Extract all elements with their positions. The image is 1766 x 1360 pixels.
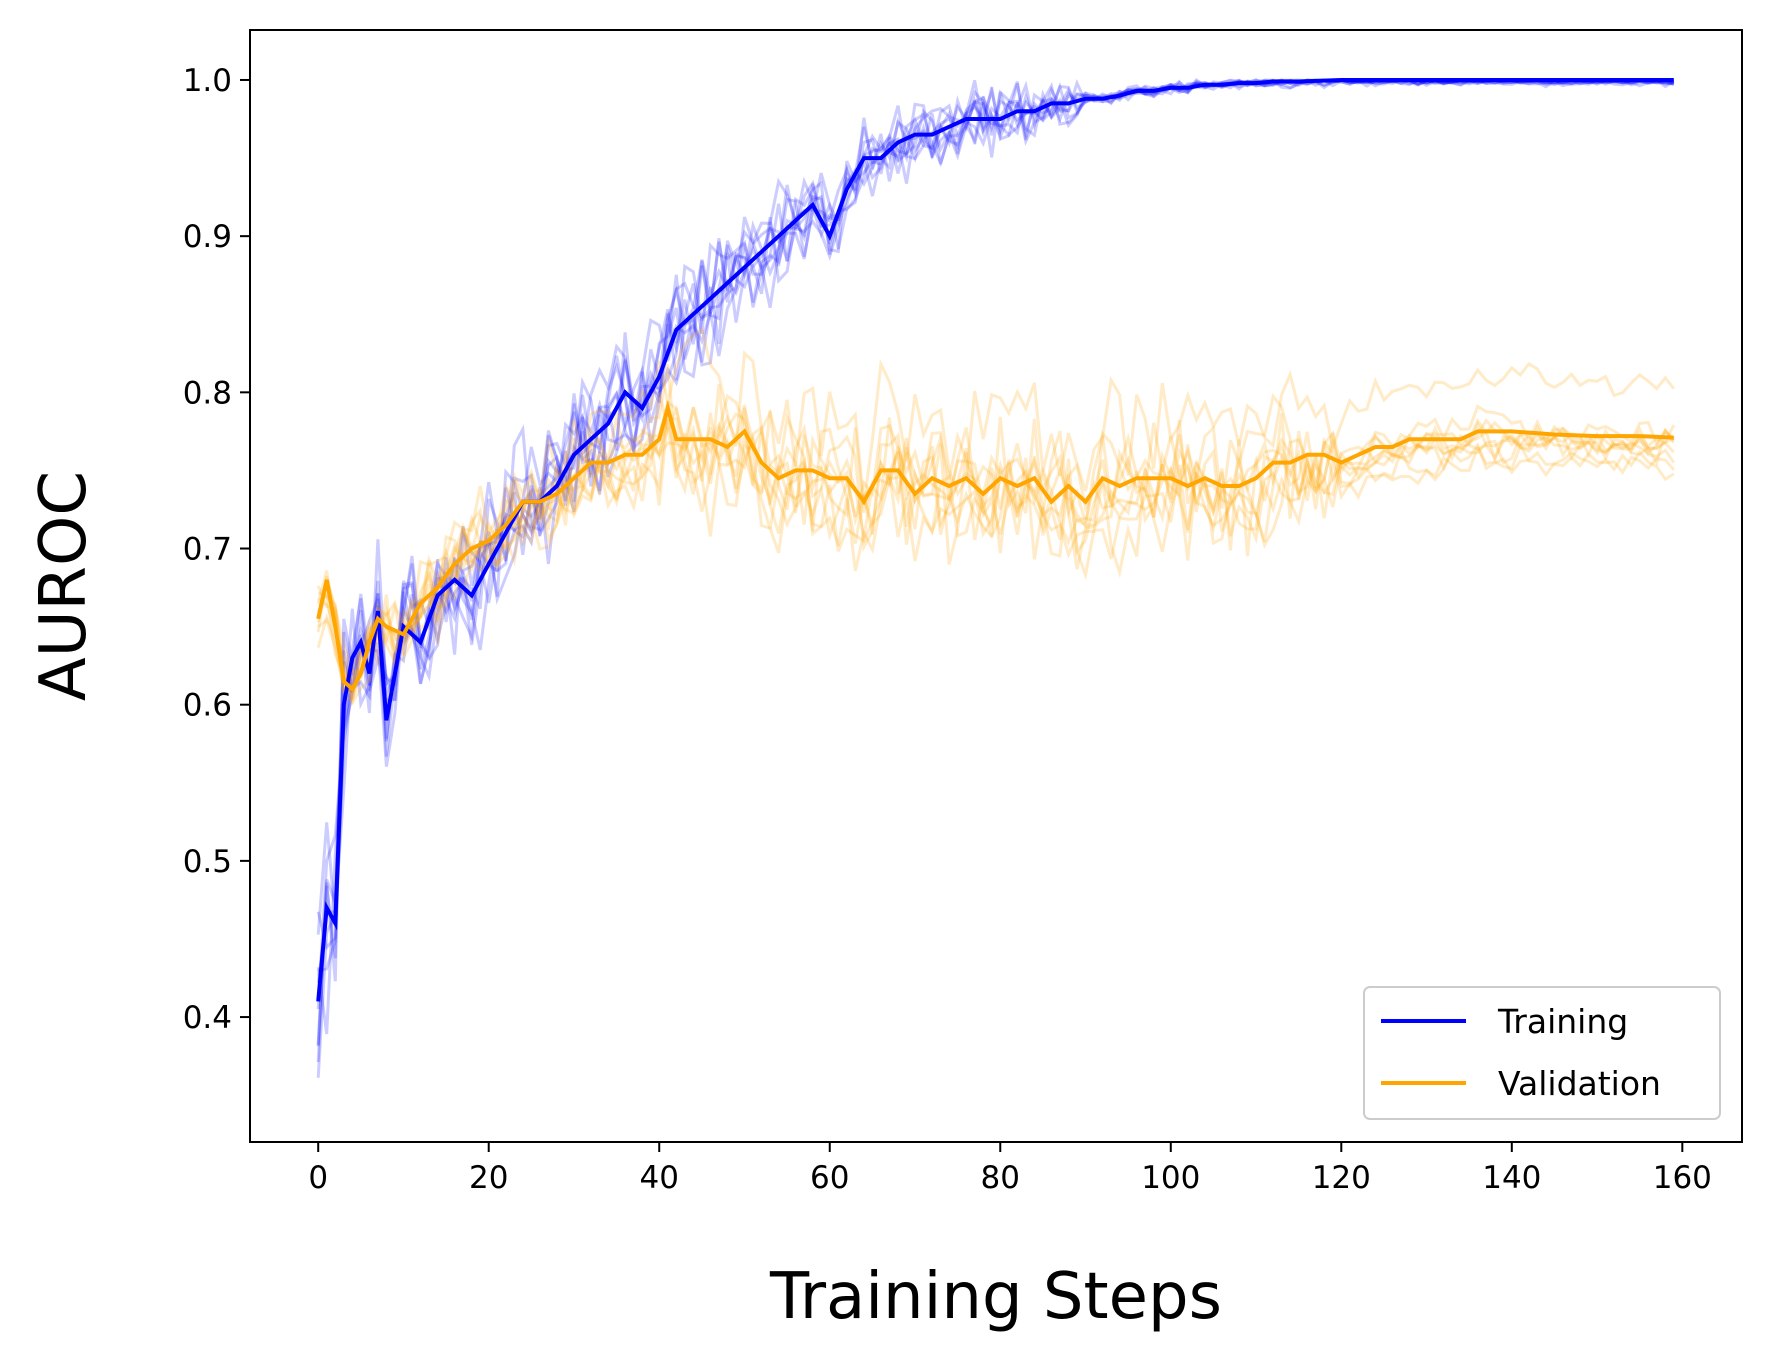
y-tick-label: 0.7 <box>183 532 232 568</box>
training-run-line <box>316 78 1675 951</box>
y-tick-label: 0.4 <box>183 1000 232 1036</box>
legend: Training Validation <box>1363 986 1721 1120</box>
y-tick-label: 0.8 <box>183 375 232 411</box>
x-tick-label: 80 <box>981 1160 1020 1196</box>
training-run-line <box>316 78 1674 1047</box>
y-tick-label: 0.9 <box>183 219 232 255</box>
x-tick-label: 60 <box>810 1160 849 1196</box>
x-tick-label: 0 <box>308 1160 328 1196</box>
x-tick-label: 40 <box>640 1160 679 1196</box>
x-tick-label: 20 <box>469 1160 508 1196</box>
validation-run-line <box>316 364 1675 700</box>
legend-label-validation: Validation <box>1498 1064 1661 1103</box>
training-run-line <box>317 78 1674 972</box>
validation-run-line <box>316 399 1675 702</box>
training-run-line <box>316 78 1675 1010</box>
y-tick-label: 0.6 <box>183 688 232 724</box>
y-tick-label: 0.5 <box>183 844 232 880</box>
training-run-line <box>316 78 1674 1035</box>
validation-run-line <box>317 412 1675 681</box>
x-tick-label: 100 <box>1141 1160 1200 1196</box>
x-tick-label: 140 <box>1482 1160 1541 1196</box>
x-tick-label: 160 <box>1653 1160 1712 1196</box>
plot-frame <box>249 29 1743 1143</box>
validation-run-line <box>317 391 1675 705</box>
training-mean-line <box>316 78 1674 1002</box>
validation-run-line <box>316 415 1675 693</box>
individual-run-lines <box>316 78 1676 1078</box>
x-axis-ticks: 0 20 40 60 80 100 120 140 160 <box>308 1142 1712 1196</box>
validation-mean-line <box>316 400 1674 693</box>
legend-label-training: Training <box>1497 1002 1628 1041</box>
x-axis-title: Training Steps <box>769 1260 1222 1334</box>
validation-run-line <box>316 419 1676 681</box>
validation-run-line <box>316 393 1676 694</box>
validation-run-line <box>317 326 1675 693</box>
y-axis-ticks: 0.4 0.5 0.6 0.7 0.8 0.9 1.0 <box>183 63 250 1036</box>
x-tick-label: 120 <box>1312 1160 1371 1196</box>
training-run-line <box>316 78 1674 984</box>
y-axis-title: AUROC <box>27 471 101 701</box>
y-tick-label: 1.0 <box>183 63 232 99</box>
mean-series-lines <box>316 78 1674 1002</box>
